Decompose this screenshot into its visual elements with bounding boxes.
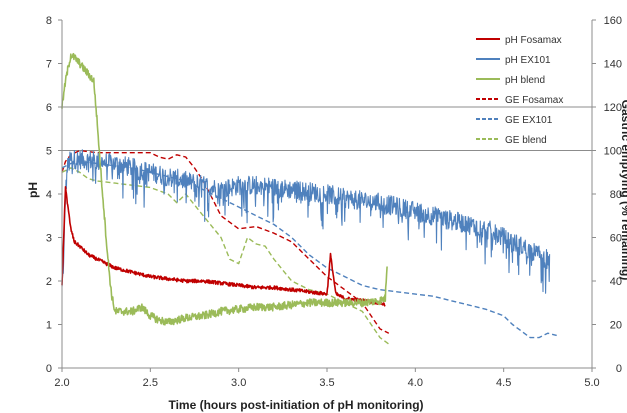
x-axis-title: Time (hours post-initiation of pH monito… xyxy=(168,398,423,412)
x-tick-label: 4.0 xyxy=(408,377,423,389)
x-tick-label: 3.0 xyxy=(231,377,246,389)
y-tick-label: 6 xyxy=(46,102,52,114)
y-tick-label: 8 xyxy=(46,15,52,27)
y-tick-label: 3 xyxy=(46,233,52,245)
y-tick-label: 7 xyxy=(46,59,52,71)
legend-label: GE blend xyxy=(505,135,547,146)
y-tick-label: 2 xyxy=(46,276,52,288)
x-tick-label: 4.5 xyxy=(496,377,511,389)
legend-label: GE Fosamax xyxy=(505,95,563,106)
y2-tick-label: 80 xyxy=(610,189,622,201)
series-layer xyxy=(61,52,557,345)
y2-tick-label: 40 xyxy=(610,276,622,288)
y-tick-label: 5 xyxy=(46,146,52,158)
ticks-layer: 2.0 2.5 3.0 3.5 4.0 4.5 5.00123456780204060801… xyxy=(46,15,622,389)
legend-label: pH Fosamax xyxy=(505,35,562,46)
series-ph-ex101 xyxy=(61,149,551,294)
series-ph-blend xyxy=(61,52,388,326)
gridlines xyxy=(62,106,592,151)
y-tick-label: 0 xyxy=(46,363,52,375)
series-ph-fosamax xyxy=(61,186,386,307)
y-axis-title: pH xyxy=(26,182,40,198)
legend: pH Fosamax pH EX101 pH blend GE Fosamax GE E… xyxy=(476,35,563,146)
y-tick-label: 1 xyxy=(46,320,52,332)
y2-tick-label: 60 xyxy=(610,233,622,245)
y2-tick-label: 140 xyxy=(604,59,622,71)
y2-tick-label: 100 xyxy=(604,146,622,158)
legend-label: pH blend xyxy=(505,75,545,86)
y2-tick-label: 0 xyxy=(616,363,622,375)
y2-axis-title: Gastric emptying (% remaining) xyxy=(619,100,627,281)
y2-tick-label: 160 xyxy=(604,15,622,27)
x-tick-label: 5.0 xyxy=(584,377,599,389)
x-tick-label: 2.5 xyxy=(143,377,158,389)
x-tick-label: 2.0 xyxy=(54,377,69,389)
y2-tick-label: 120 xyxy=(604,102,622,114)
y-tick-label: 4 xyxy=(46,189,52,201)
x-tick-label: 3.5 xyxy=(319,377,334,389)
series-ge-fosamax xyxy=(61,149,390,334)
legend-label: pH EX101 xyxy=(505,55,551,66)
y2-tick-label: 20 xyxy=(610,320,622,332)
legend-label: GE EX101 xyxy=(505,115,553,126)
